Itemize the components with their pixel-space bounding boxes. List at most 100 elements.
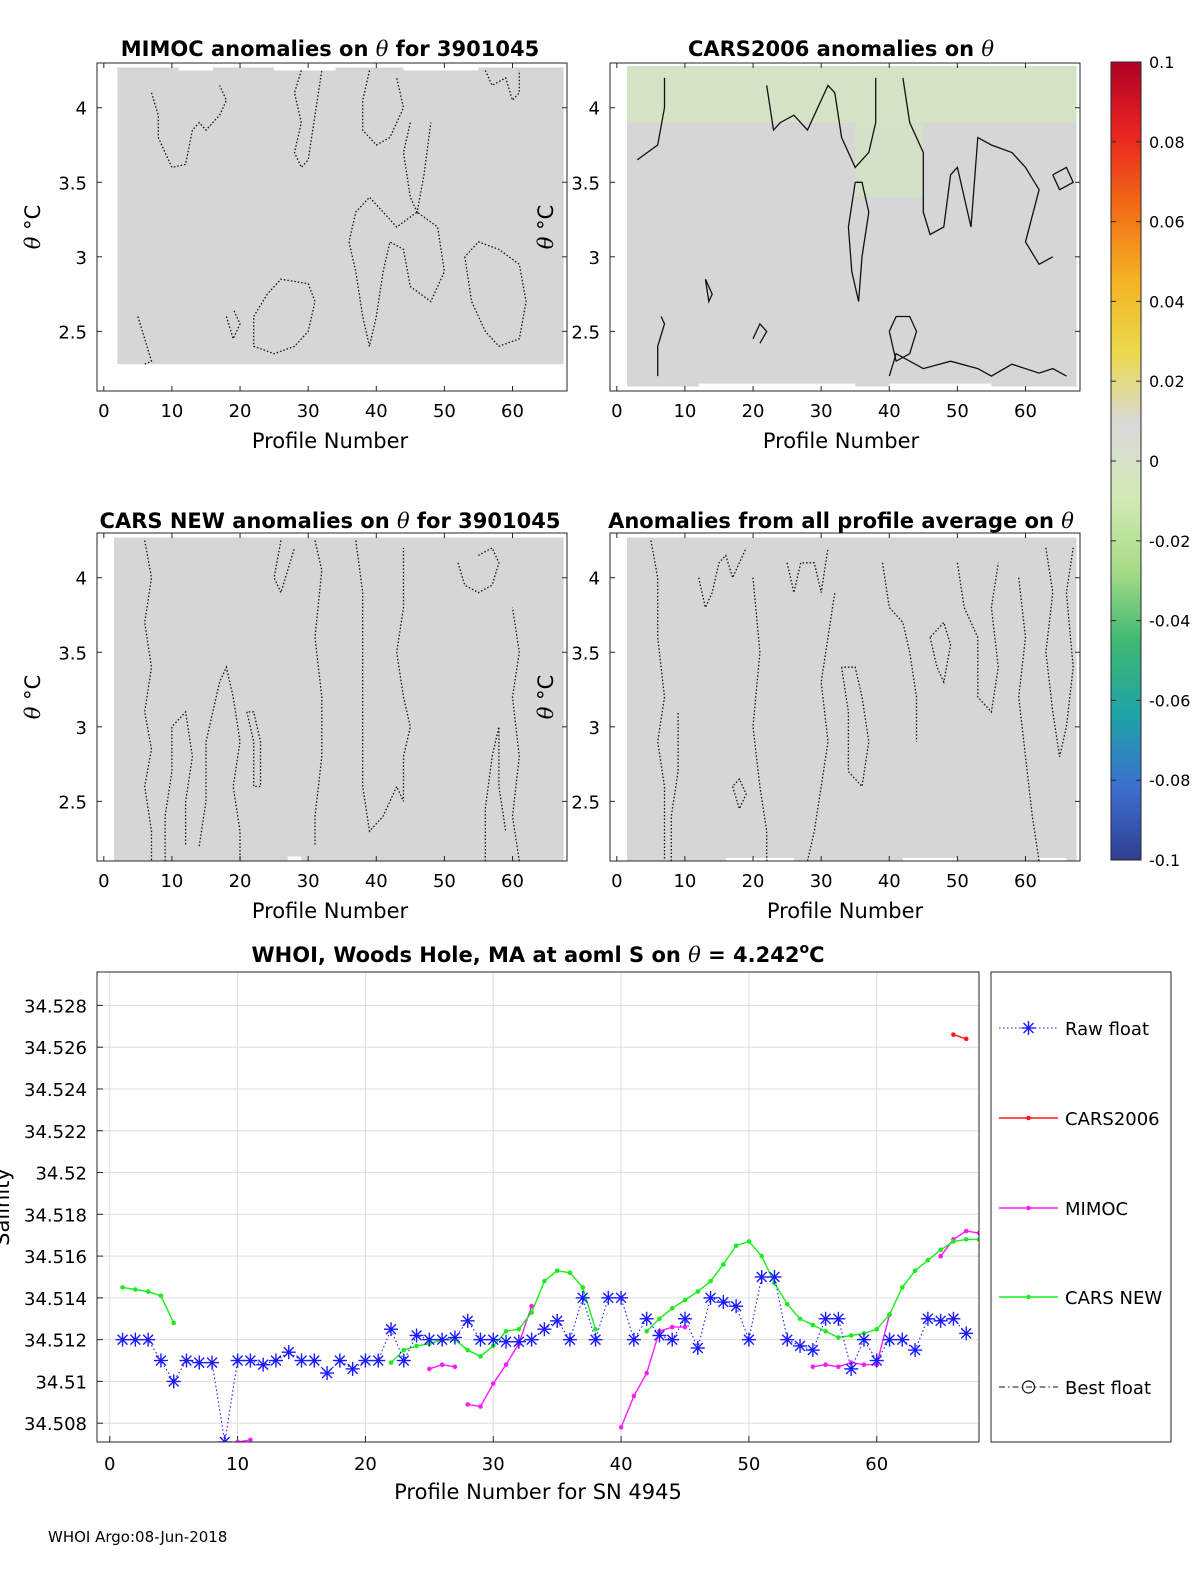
- contour-line: [402, 122, 432, 215]
- colorbar-tick-label: 0.02: [1149, 372, 1185, 391]
- salinity-chart: 0 10 20 30 40 50 60 34.528 34.526 34.524 34.522 34.…: [0, 941, 1172, 1504]
- raw-float-point: [550, 1313, 565, 1328]
- raw-float-point: [384, 1322, 398, 1337]
- raw-float-point: [908, 1343, 923, 1358]
- title-part: θ: [397, 509, 410, 533]
- cars-new-point: [784, 1301, 790, 1307]
- contour-line: [752, 577, 768, 861]
- contour-line: [888, 352, 1067, 377]
- y-tick-label: 34.508: [24, 1414, 87, 1435]
- anomaly-field: [627, 537, 1077, 861]
- panel-title: CARS2006 anomalies on θ: [688, 37, 994, 61]
- raw-float-point: [460, 1313, 475, 1328]
- star-stroke: [142, 1334, 154, 1346]
- title-part: for 3901045: [388, 37, 539, 61]
- star-stroke: [692, 1342, 704, 1354]
- contour-line: [293, 70, 323, 169]
- x-tick-label: 0: [98, 871, 109, 892]
- cars-new-point: [746, 1239, 752, 1244]
- anomaly-tint: [855, 122, 924, 198]
- legend-marker-best-float: [1021, 1380, 1036, 1394]
- raw-float-point: [511, 1334, 526, 1349]
- star-stroke: [717, 1296, 729, 1308]
- raw-float-point: [805, 1343, 820, 1358]
- star-stroke: [513, 1336, 525, 1348]
- star-stroke: [129, 1334, 141, 1346]
- contour-line: [225, 308, 241, 341]
- x-tick-label: 10: [673, 401, 696, 422]
- raw-float-point: [230, 1353, 245, 1368]
- x-tick-label: 30: [297, 401, 320, 422]
- anomaly-panel-4: 0 10 20 30 40 50 60 4 3.5 3 2.5 Anomalies from all …: [534, 509, 1081, 923]
- cars-new-point: [874, 1326, 880, 1332]
- panel-title: Anomalies from all profile average on θ: [608, 509, 1074, 533]
- contour-line: [464, 241, 527, 348]
- raw-float-point: [626, 1332, 641, 1347]
- raw-float-point: [920, 1311, 935, 1326]
- star-stroke: [232, 1355, 244, 1366]
- missing-data: [178, 63, 213, 71]
- legend-marker-mimoc: [1026, 1205, 1031, 1211]
- mimoc-point: [465, 1402, 470, 1407]
- star-stroke: [475, 1334, 486, 1346]
- panel-title: CARS NEW anomalies on θ for 3901045: [100, 509, 561, 533]
- star-stroke: [270, 1355, 282, 1366]
- raw-float-point: [115, 1332, 130, 1347]
- y-tick-label: 34.512: [24, 1331, 87, 1352]
- star-stroke: [219, 1436, 226, 1442]
- star-stroke: [283, 1346, 295, 1358]
- raw-float-point: [435, 1332, 450, 1347]
- y-tick-label: 3: [589, 248, 600, 269]
- title-part: for 3901045: [410, 509, 561, 533]
- x-tick-label: 20: [742, 871, 765, 892]
- mimoc-point: [631, 1393, 637, 1399]
- cars-new-point: [669, 1306, 675, 1311]
- colorbar-tick-label: 0.08: [1149, 133, 1185, 152]
- x-tick-label: 10: [226, 1454, 249, 1475]
- contour-line: [164, 710, 194, 861]
- raw-float-point: [192, 1355, 207, 1370]
- raw-float-point: [754, 1269, 769, 1284]
- y-tick-label: 34.51: [35, 1372, 87, 1393]
- title-part: MIMOC anomalies on: [121, 37, 376, 61]
- x-tick-label: 0: [98, 401, 109, 422]
- y-axis-label: θ °C: [534, 205, 558, 250]
- y-tick-label: 3.5: [571, 643, 600, 664]
- raw-float-point: [281, 1345, 296, 1360]
- y-tick-label: 4: [589, 569, 600, 590]
- contour-line: [144, 540, 153, 861]
- x-tick-label: 40: [878, 401, 901, 422]
- raw-float-point: [345, 1361, 360, 1376]
- colorbar-tick-label: 0.1: [1149, 53, 1174, 72]
- raw-float-point: [703, 1290, 718, 1305]
- legend-box: [990, 971, 1172, 1443]
- x-tick-label: 50: [946, 401, 969, 422]
- raw-float-point: [895, 1332, 910, 1347]
- star-stroke: [756, 1271, 768, 1283]
- ylabel-symbol: θ: [21, 230, 45, 249]
- star-stroke: [845, 1363, 857, 1375]
- title-part: WHOI, Woods Hole, MA at aoml S on: [252, 943, 689, 967]
- mimoc-line: [940, 1230, 979, 1257]
- cars-new-point: [823, 1328, 828, 1334]
- x-tick-label: 60: [865, 1454, 888, 1475]
- x-tick-label: 50: [737, 1454, 760, 1475]
- cars-new-point: [976, 1237, 979, 1242]
- anomaly-field: [117, 67, 564, 365]
- star-stroke: [653, 1330, 665, 1341]
- y-tick-label: 2.5: [58, 792, 87, 813]
- star-stroke: [794, 1340, 806, 1352]
- star-stroke: [308, 1355, 320, 1366]
- contour-line: [511, 607, 520, 862]
- mimoc-point: [963, 1228, 969, 1234]
- contour-line: [956, 562, 999, 714]
- x-tick-label: 30: [810, 871, 833, 892]
- ylabel-unit: °C: [534, 675, 558, 700]
- x-axis-label: Profile Number: [763, 429, 920, 453]
- raw-float-point: [294, 1353, 309, 1368]
- y-tick-label: 4: [76, 569, 87, 590]
- legend-marker-cars-new: [1026, 1294, 1031, 1300]
- raw-float-point: [869, 1353, 884, 1368]
- contour-line: [881, 562, 918, 742]
